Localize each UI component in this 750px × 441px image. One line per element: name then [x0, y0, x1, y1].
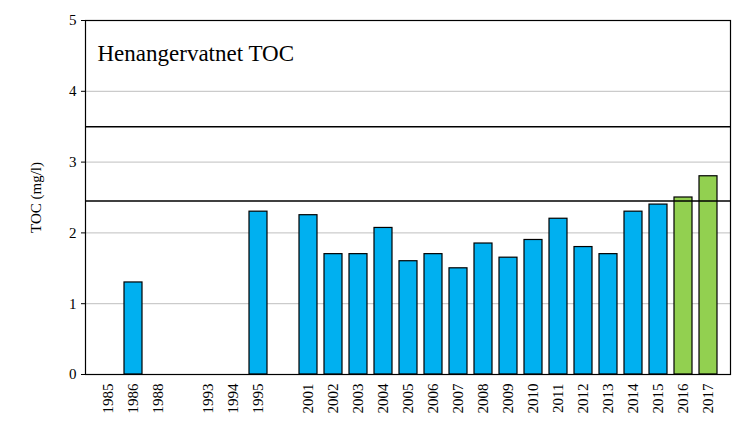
svg-text:2003: 2003	[350, 384, 366, 414]
svg-text:2005: 2005	[400, 384, 416, 414]
svg-text:1993: 1993	[200, 384, 216, 414]
svg-text:1986: 1986	[125, 383, 141, 414]
svg-text:2010: 2010	[525, 384, 541, 414]
svg-text:2006: 2006	[425, 383, 441, 414]
svg-text:2009: 2009	[500, 384, 516, 414]
svg-text:2014: 2014	[625, 383, 641, 414]
svg-text:2: 2	[69, 225, 77, 241]
svg-text:4: 4	[69, 83, 77, 99]
svg-text:2008: 2008	[475, 384, 491, 414]
svg-text:1985: 1985	[100, 384, 116, 414]
svg-text:2002: 2002	[325, 384, 341, 414]
svg-text:2007: 2007	[450, 383, 466, 414]
svg-text:2013: 2013	[600, 384, 616, 414]
svg-text:5: 5	[69, 12, 77, 28]
svg-text:2016: 2016	[675, 383, 691, 414]
svg-text:3: 3	[69, 154, 77, 170]
svg-text:2017: 2017	[700, 383, 716, 414]
svg-text:1: 1	[69, 296, 77, 312]
svg-text:2011: 2011	[550, 384, 566, 413]
svg-text:2012: 2012	[575, 384, 591, 414]
svg-text:0: 0	[69, 366, 77, 382]
svg-text:1988: 1988	[150, 384, 166, 414]
svg-text:2015: 2015	[650, 384, 666, 414]
svg-text:2001: 2001	[300, 384, 316, 414]
svg-text:2004: 2004	[375, 383, 391, 414]
svg-text:Henangervatnet TOC: Henangervatnet TOC	[98, 41, 295, 66]
svg-text:1995: 1995	[250, 384, 266, 414]
svg-text:TOC (mg/l): TOC (mg/l)	[28, 162, 45, 233]
svg-text:1994: 1994	[225, 383, 241, 414]
